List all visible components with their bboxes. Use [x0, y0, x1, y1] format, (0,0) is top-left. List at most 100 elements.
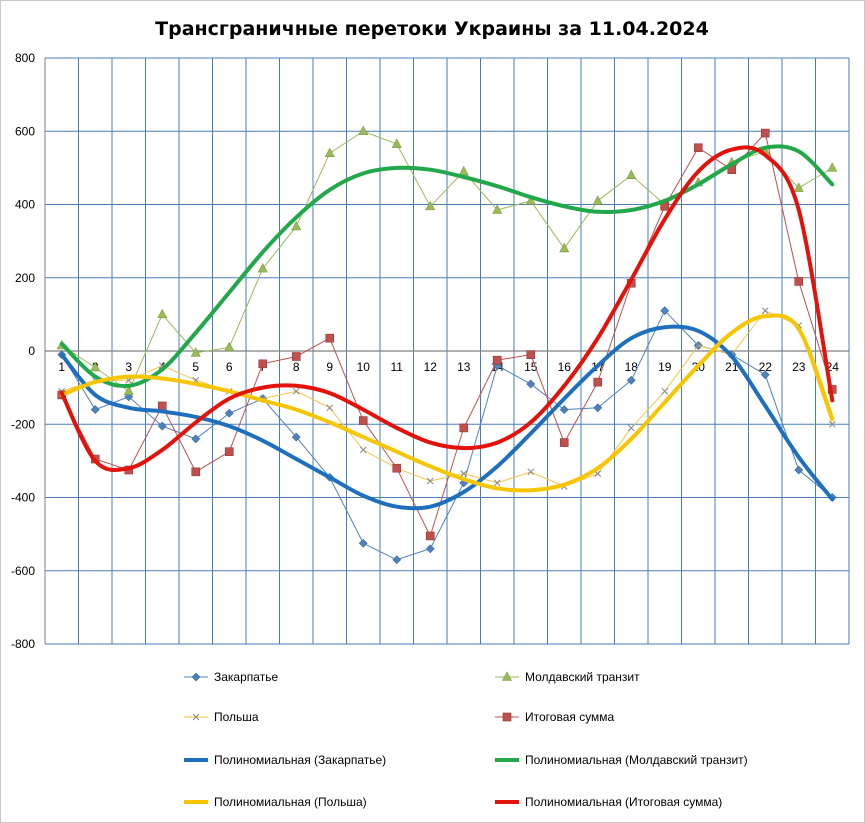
data-point	[358, 416, 368, 425]
legend-label: Полиномиальная (Итоговая сумма)	[525, 795, 722, 809]
data-point	[559, 242, 570, 253]
data-point	[425, 200, 436, 211]
data-point	[426, 477, 434, 485]
data-point	[761, 307, 769, 315]
legend-label: Польша	[214, 710, 259, 724]
series-line	[61, 132, 833, 538]
trendline-2	[59, 313, 835, 493]
legend-label: Полиномиальная (Польша)	[214, 795, 367, 809]
x-tick-label: 9	[326, 360, 333, 374]
data-point	[627, 424, 635, 432]
data-point	[660, 306, 670, 316]
data-point	[526, 379, 536, 389]
legend-marker	[502, 712, 512, 722]
y-tick-labels: 800 600 400 200 0 -200 -400 -600 -800	[11, 51, 35, 651]
chart-title: Трансграничные перетоки Украины за 11.04…	[155, 18, 709, 40]
x-tick-label: 8	[293, 360, 300, 374]
x-tick-label: 10	[357, 360, 371, 374]
trendline-0	[59, 324, 835, 511]
data-point	[760, 370, 770, 380]
y-tick-label: -800	[11, 637, 35, 651]
y-tick-label: -600	[11, 564, 35, 578]
x-tick-label: 13	[457, 360, 471, 374]
legend-item: Итоговая сумма	[495, 710, 615, 724]
legend-label: Молдавский транзит	[525, 670, 640, 684]
data-point	[191, 467, 201, 477]
data-point	[661, 387, 669, 395]
trendline-3	[59, 145, 835, 472]
y-tick-label: 200	[15, 271, 35, 285]
data-point	[827, 162, 838, 172]
data-point	[325, 333, 335, 343]
x-tick-label: 11	[391, 360, 404, 374]
legend-label: Итоговая сумма	[525, 710, 615, 724]
data-point	[458, 165, 469, 176]
data-point	[492, 355, 502, 365]
trendline-1	[59, 144, 835, 389]
legend-item: Полиномиальная (Закарпатье)	[184, 753, 386, 767]
data-point	[694, 342, 702, 349]
legend-label: Полиномиальная (Закарпатье)	[214, 753, 386, 767]
data-point	[525, 195, 536, 205]
data-point	[123, 385, 134, 396]
y-tick-label: -200	[11, 417, 35, 431]
data-point	[794, 465, 804, 475]
data-point	[224, 408, 234, 418]
y-tick-label: -400	[11, 491, 35, 505]
data-point	[593, 403, 603, 413]
legend-item: Полиномиальная (Польша)	[184, 795, 367, 809]
data-point	[358, 125, 369, 136]
data-point	[191, 434, 201, 444]
data-point	[391, 138, 402, 148]
data-point	[157, 401, 167, 411]
data-point	[693, 143, 703, 153]
x-tick-label: 12	[424, 360, 438, 374]
data-point	[760, 128, 770, 138]
x-tick-label: 16	[558, 360, 572, 374]
legend-item: Закарпатье	[184, 670, 278, 684]
data-point	[793, 182, 804, 192]
y-tick-label: 600	[15, 124, 35, 138]
data-point	[291, 352, 301, 361]
legend-marker	[192, 713, 200, 721]
data-point	[324, 147, 335, 158]
legend-item: Полиномиальная (Молдавский транзит)	[495, 753, 748, 767]
data-point	[526, 350, 536, 359]
legend-marker	[191, 672, 201, 682]
data-point	[291, 432, 301, 442]
data-point	[492, 204, 503, 214]
y-tick-label: 0	[28, 344, 35, 358]
data-point	[459, 423, 469, 433]
y-tick-label: 800	[15, 51, 35, 65]
y-tick-label: 400	[15, 198, 35, 212]
data-point	[190, 347, 201, 357]
x-tick-label: 22	[759, 360, 773, 374]
x-tick-label: 18	[625, 360, 639, 374]
x-tick-label: 19	[658, 360, 672, 374]
data-point	[460, 470, 468, 478]
data-point	[224, 447, 234, 457]
legend-item: Польша	[184, 710, 259, 724]
data-point	[292, 387, 300, 395]
legend: Закарпатье Молдавский транзит Польша Итогов…	[184, 670, 748, 809]
data-point	[90, 361, 101, 372]
x-tick-label: 23	[792, 360, 806, 374]
data-point	[626, 375, 636, 385]
data-point	[559, 438, 569, 447]
data-point	[358, 538, 368, 548]
data-point	[559, 405, 569, 415]
legend-item: Молдавский транзит	[495, 670, 640, 684]
legend-marker	[502, 671, 512, 681]
data-point	[258, 359, 268, 369]
data-point	[425, 544, 435, 554]
data-point	[90, 405, 100, 415]
data-point	[291, 220, 302, 231]
legend-item: Полиномиальная (Итоговая сумма)	[495, 795, 722, 809]
x-tick-label: 1	[58, 360, 65, 374]
data-point	[527, 468, 535, 476]
data-point	[626, 169, 637, 179]
x-tick-label: 6	[226, 360, 233, 374]
data-point	[359, 446, 367, 454]
